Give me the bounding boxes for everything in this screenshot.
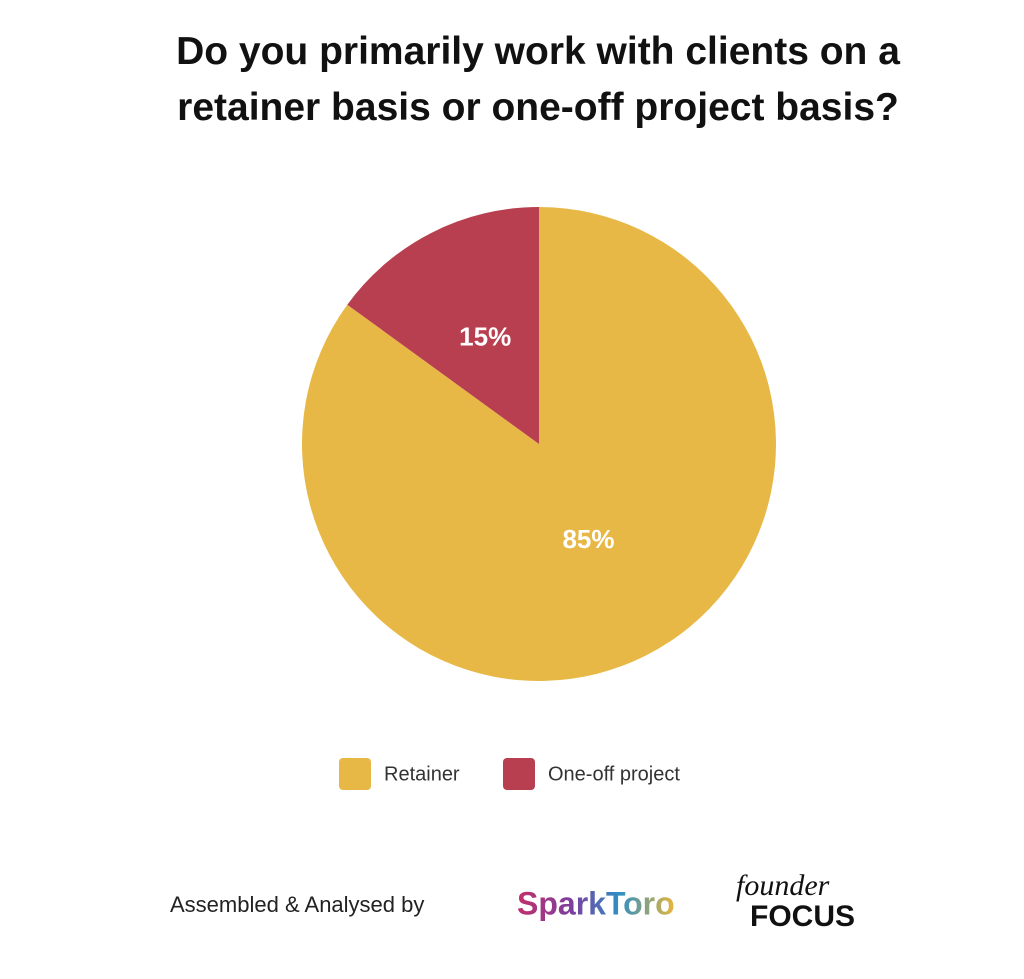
chart-title: Do you primarily work with clients on a …: [176, 30, 900, 129]
credit: Assembled & Analysed by: [170, 892, 424, 917]
legend-label: Retainer: [384, 763, 460, 785]
legend-swatch: [503, 758, 535, 790]
data-label: 85%: [562, 524, 614, 554]
data-label: 15%: [459, 321, 511, 351]
logo: FOCUS: [750, 900, 855, 933]
logo: founder: [736, 869, 830, 902]
logo: SparkToro: [517, 885, 675, 921]
legend-label: One-off project: [548, 763, 680, 785]
legend-swatch: [339, 758, 371, 790]
pie-slice: [347, 207, 539, 444]
